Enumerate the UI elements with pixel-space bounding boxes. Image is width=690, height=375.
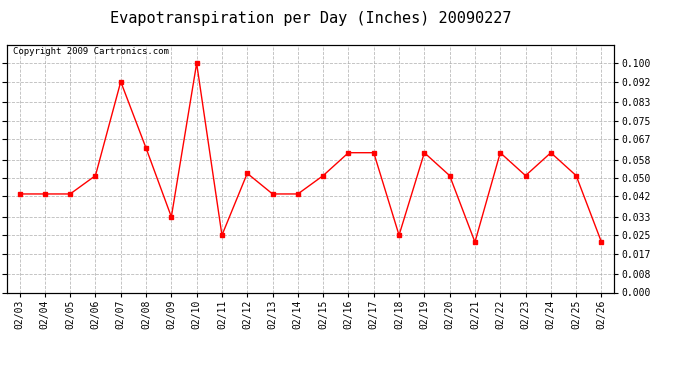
Text: Evapotranspiration per Day (Inches) 20090227: Evapotranspiration per Day (Inches) 2009…: [110, 11, 511, 26]
Text: Copyright 2009 Cartronics.com: Copyright 2009 Cartronics.com: [13, 48, 169, 57]
